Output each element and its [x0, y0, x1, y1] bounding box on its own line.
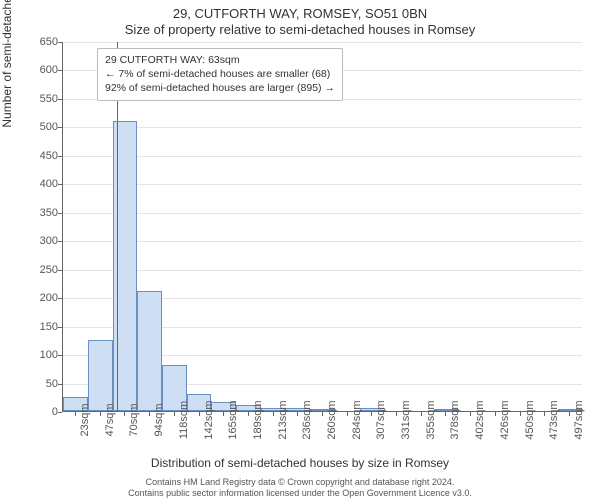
- x-tick-mark: [569, 412, 570, 416]
- y-tick-label: 550: [18, 93, 58, 105]
- x-tick-label: 189sqm: [252, 400, 264, 439]
- y-tick-mark: [58, 213, 62, 214]
- gridline: [63, 213, 582, 214]
- y-tick-label: 450: [18, 150, 58, 162]
- histogram-bar: [88, 340, 113, 411]
- x-tick-label: 236sqm: [301, 400, 313, 439]
- x-tick-label: 47sqm: [104, 403, 116, 436]
- x-tick-label: 307sqm: [375, 400, 387, 439]
- y-tick-label: 100: [18, 349, 58, 361]
- x-tick-mark: [544, 412, 545, 416]
- x-tick-label: 260sqm: [326, 400, 338, 439]
- x-tick-label: 450sqm: [524, 400, 536, 439]
- y-tick-mark: [58, 298, 62, 299]
- chart-supertitle: 29, CUTFORTH WAY, ROMSEY, SO51 0BN: [0, 6, 600, 21]
- gridline: [63, 241, 582, 242]
- x-tick-label: 70sqm: [128, 403, 140, 436]
- gridline: [63, 42, 582, 43]
- x-tick-label: 402sqm: [474, 400, 486, 439]
- y-tick-label: 350: [18, 207, 58, 219]
- x-tick-mark: [445, 412, 446, 416]
- x-tick-label: 497sqm: [573, 400, 585, 439]
- x-tick-mark: [223, 412, 224, 416]
- y-tick-mark: [58, 241, 62, 242]
- footer-line2: Contains public sector information licen…: [0, 488, 600, 498]
- y-tick-label: 0: [18, 406, 58, 418]
- y-tick-mark: [58, 184, 62, 185]
- x-tick-mark: [199, 412, 200, 416]
- x-tick-label: 23sqm: [79, 403, 91, 436]
- y-tick-label: 600: [18, 64, 58, 76]
- x-tick-mark: [520, 412, 521, 416]
- y-tick-label: 250: [18, 264, 58, 276]
- x-tick-mark: [149, 412, 150, 416]
- x-tick-mark: [273, 412, 274, 416]
- x-tick-label: 94sqm: [153, 403, 165, 436]
- y-tick-mark: [58, 327, 62, 328]
- x-tick-label: 284sqm: [351, 400, 363, 439]
- x-tick-mark: [421, 412, 422, 416]
- gridline: [63, 270, 582, 271]
- y-tick-mark: [58, 270, 62, 271]
- x-tick-label: 378sqm: [449, 400, 461, 439]
- x-tick-label: 426sqm: [499, 400, 511, 439]
- y-tick-mark: [58, 99, 62, 100]
- y-tick-mark: [58, 156, 62, 157]
- x-tick-mark: [297, 412, 298, 416]
- y-tick-label: 150: [18, 321, 58, 333]
- x-tick-label: 213sqm: [277, 400, 289, 439]
- footer-line1: Contains HM Land Registry data © Crown c…: [0, 477, 600, 487]
- x-tick-label: 142sqm: [203, 400, 215, 439]
- x-tick-label: 331sqm: [400, 400, 412, 439]
- x-tick-mark: [495, 412, 496, 416]
- y-tick-label: 50: [18, 378, 58, 390]
- gridline: [63, 127, 582, 128]
- x-tick-label: 355sqm: [425, 400, 437, 439]
- y-tick-mark: [58, 127, 62, 128]
- x-tick-label: 473sqm: [548, 400, 560, 439]
- y-tick-label: 500: [18, 121, 58, 133]
- x-tick-mark: [174, 412, 175, 416]
- y-tick-mark: [58, 412, 62, 413]
- x-tick-mark: [75, 412, 76, 416]
- x-tick-label: 165sqm: [227, 400, 239, 439]
- x-tick-mark: [100, 412, 101, 416]
- x-tick-mark: [470, 412, 471, 416]
- y-tick-label: 650: [18, 36, 58, 48]
- y-axis-label: Number of semi-detached properties: [0, 0, 14, 128]
- callout-box: 29 CUTFORTH WAY: 63sqm ← 7% of semi-deta…: [97, 48, 343, 101]
- y-tick-mark: [58, 384, 62, 385]
- callout-line3: 92% of semi-detached houses are larger (…: [105, 81, 335, 95]
- x-tick-mark: [347, 412, 348, 416]
- callout-line1: 29 CUTFORTH WAY: 63sqm: [105, 53, 335, 67]
- x-tick-mark: [124, 412, 125, 416]
- y-tick-label: 400: [18, 178, 58, 190]
- x-tick-label: 118sqm: [178, 401, 190, 439]
- y-tick-mark: [58, 42, 62, 43]
- gridline: [63, 184, 582, 185]
- x-tick-mark: [322, 412, 323, 416]
- x-tick-mark: [371, 412, 372, 416]
- y-tick-label: 200: [18, 292, 58, 304]
- gridline: [63, 156, 582, 157]
- callout-line2: ← 7% of semi-detached houses are smaller…: [105, 67, 335, 81]
- histogram-bar: [137, 291, 162, 411]
- x-tick-mark: [396, 412, 397, 416]
- y-tick-mark: [58, 70, 62, 71]
- y-tick-label: 300: [18, 235, 58, 247]
- x-tick-mark: [248, 412, 249, 416]
- y-tick-mark: [58, 355, 62, 356]
- chart-title: Size of property relative to semi-detach…: [0, 22, 600, 37]
- x-axis-label: Distribution of semi-detached houses by …: [0, 456, 600, 470]
